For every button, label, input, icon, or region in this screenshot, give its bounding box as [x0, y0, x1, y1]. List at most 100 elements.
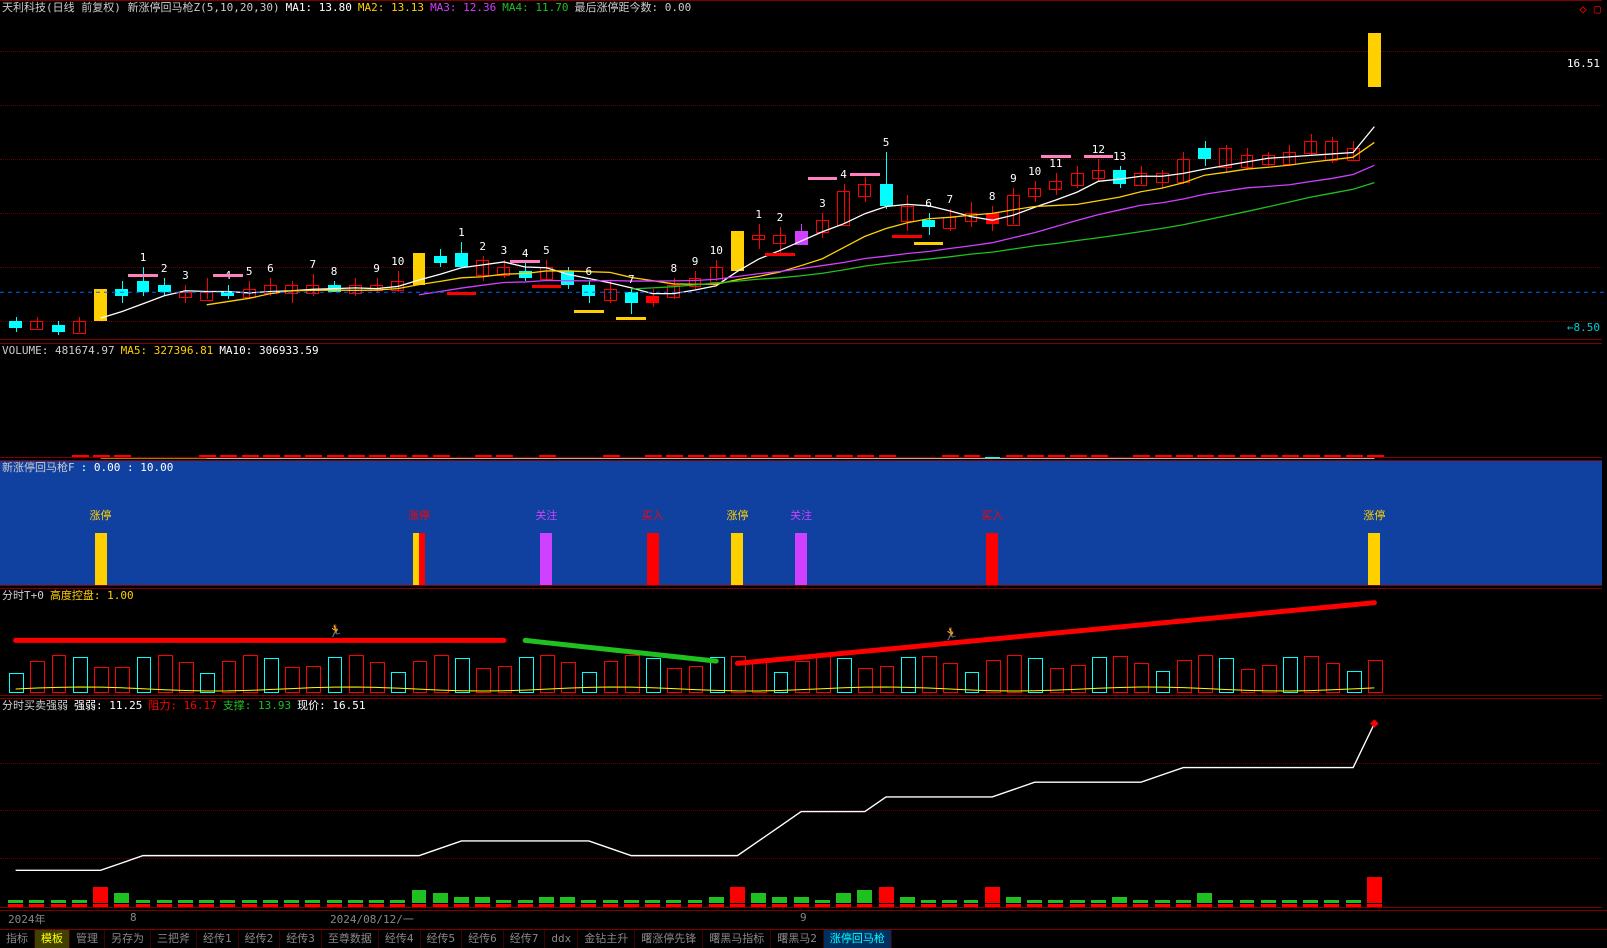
candle[interactable] [581, 1, 596, 341]
candle[interactable] [709, 1, 724, 341]
signal-bar[interactable] [986, 533, 998, 585]
volume-bar[interactable] [348, 455, 365, 457]
candle[interactable] [1240, 1, 1255, 341]
candle[interactable] [751, 1, 766, 341]
volume-bar[interactable] [1240, 455, 1257, 457]
candle[interactable] [242, 1, 257, 341]
volume-bar[interactable] [1218, 455, 1235, 457]
tab-8[interactable]: 至尊数据 [322, 930, 379, 948]
volume-bar[interactable] [284, 455, 301, 457]
volume-bar[interactable] [327, 455, 344, 457]
tab-3[interactable]: 另存为 [105, 930, 151, 948]
volume-bar[interactable] [645, 455, 662, 457]
candle[interactable] [645, 1, 660, 341]
volume-bar[interactable] [72, 455, 89, 457]
tab-17[interactable]: 曙黑马2 [771, 930, 824, 948]
volume-bar[interactable] [496, 455, 513, 457]
signal-bar[interactable] [540, 533, 552, 585]
candle[interactable] [178, 1, 193, 341]
signal-bar[interactable] [413, 533, 425, 585]
volume-bar[interactable] [1091, 455, 1108, 457]
candle[interactable] [560, 1, 575, 341]
volume-bar[interactable] [1070, 455, 1087, 457]
candle[interactable] [1112, 1, 1127, 341]
signal-bar[interactable] [731, 533, 743, 585]
tab-11[interactable]: 经传6 [462, 930, 504, 948]
candle[interactable] [942, 1, 957, 341]
candle[interactable] [1218, 1, 1233, 341]
volume-bar[interactable] [305, 455, 322, 457]
tab-15[interactable]: 曙涨停先锋 [635, 930, 703, 948]
volume-bar[interactable] [1346, 455, 1363, 457]
candle[interactable] [1303, 1, 1318, 341]
volume-bar[interactable] [263, 455, 280, 457]
candle[interactable] [1324, 1, 1339, 341]
candle[interactable] [284, 1, 299, 341]
volume-panel[interactable]: VOLUME: 481674.97MA5: 327396.81MA10: 306… [0, 343, 1602, 458]
volume-bar[interactable] [1282, 455, 1299, 457]
signal-bar[interactable] [95, 533, 107, 585]
volume-bar[interactable] [93, 455, 110, 457]
candle[interactable] [964, 1, 979, 341]
candle[interactable] [624, 1, 639, 341]
volume-bar[interactable] [390, 455, 407, 457]
volume-bar[interactable] [1048, 455, 1065, 457]
volume-bar[interactable] [1261, 455, 1278, 457]
volume-bar[interactable] [1006, 455, 1023, 457]
volume-bar[interactable] [964, 455, 981, 457]
candle[interactable] [136, 1, 151, 341]
corner-icons[interactable]: ◇ ▢ [1579, 2, 1601, 16]
candle[interactable] [1091, 1, 1106, 341]
t0-panel[interactable]: 分时T+0高度控盘: 1.00🏃🏃 [0, 588, 1602, 696]
tab-12[interactable]: 经传7 [504, 930, 546, 948]
volume-bar[interactable] [666, 455, 683, 457]
candle[interactable] [603, 1, 618, 341]
candle[interactable] [8, 1, 23, 341]
tab-2[interactable]: 管理 [70, 930, 105, 948]
volume-bar[interactable] [199, 455, 216, 457]
candle[interactable] [390, 1, 405, 341]
candle[interactable] [496, 1, 511, 341]
signal-panel[interactable]: 新涨停回马枪F: 0.00 : 10.00涨停涨停关注买入涨停关注买入涨停 [0, 460, 1602, 586]
main-candlestick-panel[interactable]: 天利科技(日线 前复权) 新涨停回马枪Z(5,10,20,30)MA1: 13.… [0, 0, 1602, 340]
signal-bar[interactable] [1368, 533, 1380, 585]
candle[interactable] [412, 1, 427, 341]
volume-bar[interactable] [1155, 455, 1172, 457]
tab-14[interactable]: 金钻主升 [578, 930, 635, 948]
candle[interactable] [199, 1, 214, 341]
candle[interactable] [114, 1, 129, 341]
candle[interactable] [794, 1, 809, 341]
volume-bar[interactable] [603, 455, 620, 457]
candle[interactable] [348, 1, 363, 341]
tab-1[interactable]: 模板 [35, 930, 70, 948]
candle[interactable] [29, 1, 44, 341]
volume-bar[interactable] [688, 455, 705, 457]
candle[interactable] [879, 1, 894, 341]
candle[interactable] [433, 1, 448, 341]
volume-bar[interactable] [475, 455, 492, 457]
candle[interactable] [220, 1, 235, 341]
tab-6[interactable]: 经传2 [239, 930, 281, 948]
candle[interactable] [1133, 1, 1148, 341]
candle[interactable] [93, 1, 108, 341]
volume-bar[interactable] [772, 455, 789, 457]
volume-bar[interactable] [1197, 455, 1214, 457]
tab-9[interactable]: 经传4 [379, 930, 421, 948]
volume-bar[interactable] [433, 455, 450, 457]
candle[interactable] [1282, 1, 1297, 341]
volume-bar[interactable] [942, 455, 959, 457]
volume-bar[interactable] [539, 455, 556, 457]
candle[interactable] [72, 1, 87, 341]
volume-bar[interactable] [1324, 455, 1341, 457]
volume-bar[interactable] [220, 455, 237, 457]
candle[interactable] [475, 1, 490, 341]
signal-bar[interactable] [795, 533, 807, 585]
tab-16[interactable]: 曙黑马指标 [703, 930, 771, 948]
candle[interactable] [1176, 1, 1191, 341]
candle[interactable] [921, 1, 936, 341]
candle[interactable] [157, 1, 172, 341]
strength-panel[interactable]: 分时买卖强弱强弱: 11.25阻力: 16.17支撑: 13.93现价: 16.… [0, 698, 1602, 908]
volume-bar[interactable] [709, 455, 726, 457]
candle[interactable] [327, 1, 342, 341]
volume-bar[interactable] [1176, 455, 1193, 457]
